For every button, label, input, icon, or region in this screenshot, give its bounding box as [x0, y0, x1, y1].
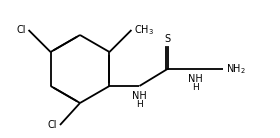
Text: CH$_3$: CH$_3$ [134, 23, 155, 37]
Text: Cl: Cl [16, 25, 25, 35]
Text: NH: NH [188, 74, 203, 84]
Text: S: S [164, 34, 171, 44]
Text: H: H [192, 83, 199, 92]
Text: Cl: Cl [48, 120, 57, 130]
Text: H: H [136, 100, 143, 109]
Text: NH$_2$: NH$_2$ [227, 62, 246, 76]
Text: NH: NH [132, 91, 147, 101]
